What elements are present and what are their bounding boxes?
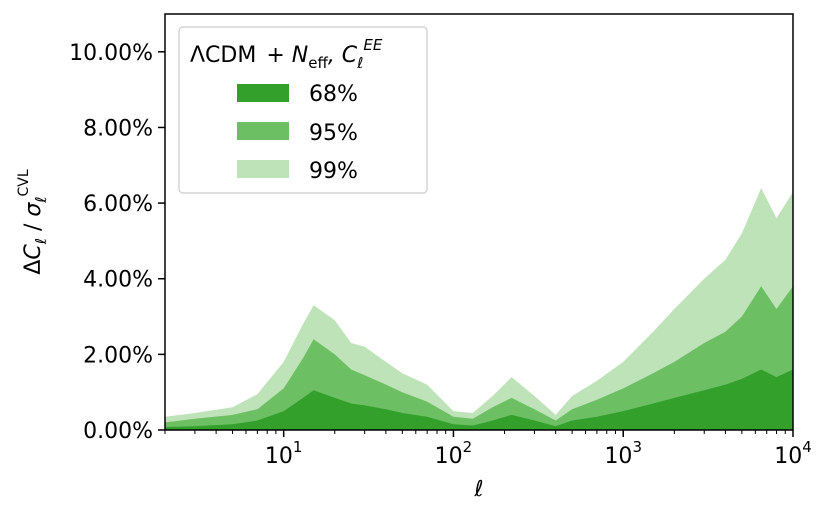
y-tick-label: 4.00% [83, 268, 153, 293]
legend-frame [178, 26, 428, 194]
y-axis-label: ΔCℓ / σℓCVL [16, 169, 50, 275]
x-tick-label: 103 [604, 438, 642, 469]
svg-text:ΔCℓ / σℓCVL: ΔCℓ / σℓCVL [16, 169, 50, 275]
legend-swatch-99 [237, 160, 289, 178]
x-axis: 101 102 103 104 [164, 430, 812, 469]
y-tick-label: 8.00% [83, 116, 153, 141]
x-axis-label: ℓ [473, 477, 483, 502]
legend: ΛCDM + Neff, CℓEE 68% 95% 99% [178, 26, 428, 194]
x-tick-label: 101 [265, 438, 303, 469]
x-tick-label: 104 [774, 438, 812, 469]
y-tick-label: 6.00% [83, 192, 153, 217]
plot-frame [164, 13, 794, 431]
legend-title: ΛCDM + Neff, CℓEE [190, 36, 383, 72]
y-tick-label: 0.00% [83, 419, 153, 444]
y-tick-label: 10.00% [69, 41, 153, 66]
legend-label-99: 99% [309, 159, 358, 184]
y-axis: 0.00% 2.00% 4.00% 6.00% 8.00% 10.00% [69, 41, 165, 444]
data-bands [165, 188, 793, 430]
x-tick-label: 102 [435, 438, 473, 469]
y-tick-label: 2.00% [83, 343, 153, 368]
legend-label-95: 95% [309, 121, 358, 146]
legend-swatch-68 [237, 84, 289, 102]
legend-label-68: 68% [309, 82, 358, 107]
band-68pct [165, 369, 793, 430]
legend-swatch-95 [237, 122, 289, 140]
